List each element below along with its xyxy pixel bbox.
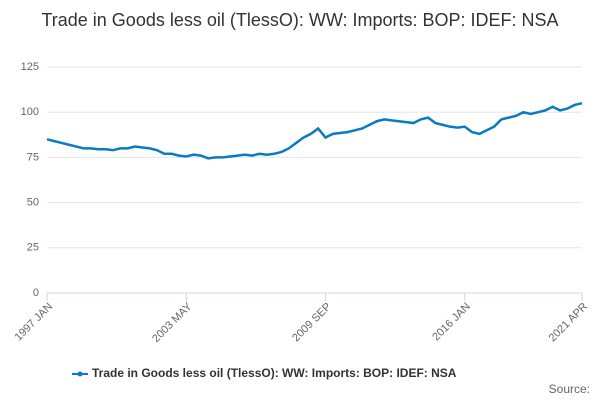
x-tick-label: 2021 APR (547, 301, 591, 345)
legend-marker (77, 371, 83, 377)
x-tick-label: 2009 SEP (290, 301, 334, 345)
x-tick-label: 2016 JAN (430, 301, 473, 344)
y-tick-label: 50 (27, 197, 39, 209)
line-series (46, 101, 583, 160)
y-tick-label: 0 (33, 287, 39, 299)
source: Source: (549, 382, 590, 396)
y-tick-label: 125 (21, 61, 39, 73)
y-tick-label: 100 (21, 106, 39, 118)
x-tick-label: 2003 MAY (150, 300, 195, 345)
y-tick-label: 75 (27, 151, 39, 163)
y-tick-label: 25 (27, 242, 39, 254)
chart-title: Trade in Goods less oil (TlessO): WW: Im… (41, 10, 559, 30)
legend-label: Trade in Goods less oil (TlessO): WW: Im… (92, 366, 457, 380)
x-tick-label: 1997 JAN (13, 301, 56, 344)
